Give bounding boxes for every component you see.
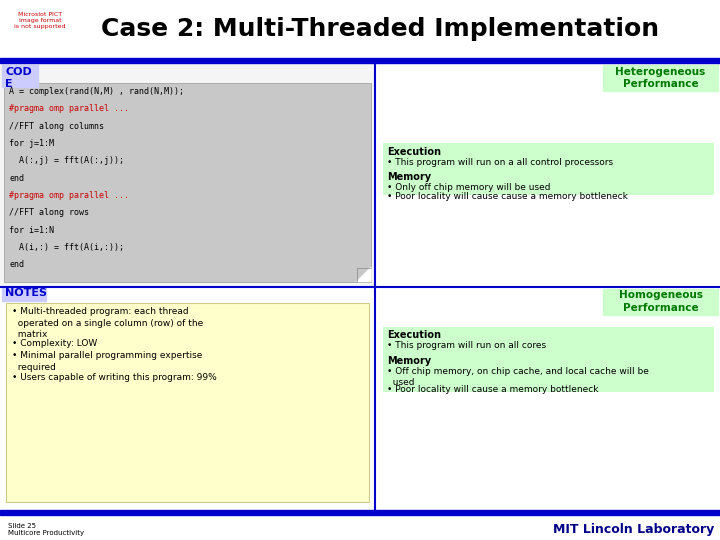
Bar	[375, 63, 720, 287]
Text: #pragma omp parallel ...: #pragma omp parallel ...	[9, 104, 129, 113]
Text: end: end	[9, 260, 24, 269]
Bar	[4, 83, 371, 281]
Bar	[0, 287, 375, 510]
Text: A(i,:) = fft(A(i,:));: A(i,:) = fft(A(i,:));	[9, 243, 124, 252]
Text: • Multi-threaded program: each thread
  operated on a single column (row) of the: • Multi-threaded program: each thread op…	[12, 307, 203, 340]
Bar	[375, 287, 720, 510]
Text: //FFT along rows: //FFT along rows	[9, 208, 89, 217]
Bar	[0, 510, 720, 515]
Bar	[2, 287, 46, 300]
Bar	[603, 288, 718, 314]
Text: • This program will run on all cores: • This program will run on all cores	[387, 341, 546, 350]
Text: end: end	[9, 173, 24, 183]
Text: • Users capable of writing this program: 99%: • Users capable of writing this program:…	[12, 374, 217, 382]
Text: Memory: Memory	[387, 172, 431, 182]
Text: Heterogeneous
Performance: Heterogeneous Performance	[616, 67, 706, 89]
Text: COD
E: COD E	[5, 67, 32, 89]
Text: //FFT along columns: //FFT along columns	[9, 122, 104, 131]
Text: • Poor locality will cause cause a memory bottleneck: • Poor locality will cause cause a memor…	[387, 192, 628, 201]
Text: for j=1:M: for j=1:M	[9, 139, 54, 148]
Text: Execution: Execution	[387, 330, 441, 341]
Text: A = complex(rand(N,M) , rand(N,M));: A = complex(rand(N,M) , rand(N,M));	[9, 87, 184, 96]
Polygon shape	[357, 267, 371, 281]
Text: • Poor locality will cause a memory bottleneck: • Poor locality will cause a memory bott…	[387, 386, 598, 395]
Bar	[603, 65, 718, 91]
Text: • Off chip memory, on chip cache, and local cache will be
  used: • Off chip memory, on chip cache, and lo…	[387, 367, 649, 387]
Bar	[2, 65, 38, 87]
Bar	[0, 58, 720, 63]
Text: • Complexity: LOW: • Complexity: LOW	[12, 339, 97, 348]
Text: MIT Lincoln Laboratory: MIT Lincoln Laboratory	[553, 523, 714, 536]
Text: Slide 25
Multicore Productivity: Slide 25 Multicore Productivity	[8, 523, 84, 536]
Text: for i=1:N: for i=1:N	[9, 226, 54, 234]
Text: Case 2: Multi-Threaded Implementation: Case 2: Multi-Threaded Implementation	[101, 17, 659, 41]
Text: • This program will run on a all control processors: • This program will run on a all control…	[387, 158, 613, 167]
Text: A(:,j) = fft(A(:,j));: A(:,j) = fft(A(:,j));	[9, 156, 124, 165]
Bar	[0, 63, 375, 287]
Text: Homogeneous
Performance: Homogeneous Performance	[618, 291, 703, 313]
Bar	[383, 143, 714, 195]
Bar	[383, 327, 714, 392]
Text: Memory: Memory	[387, 355, 431, 366]
Text: NOTES: NOTES	[5, 288, 47, 299]
Text: • Minimal parallel programming expertise
  required: • Minimal parallel programming expertise…	[12, 352, 202, 372]
Text: • Only off chip memory will be used: • Only off chip memory will be used	[387, 183, 551, 192]
Text: #pragma omp parallel ...: #pragma omp parallel ...	[9, 191, 129, 200]
Text: Microslot PICT
image format
is not supported: Microslot PICT image format is not suppo…	[14, 12, 66, 29]
Bar	[6, 302, 369, 502]
Text: Execution: Execution	[387, 147, 441, 157]
